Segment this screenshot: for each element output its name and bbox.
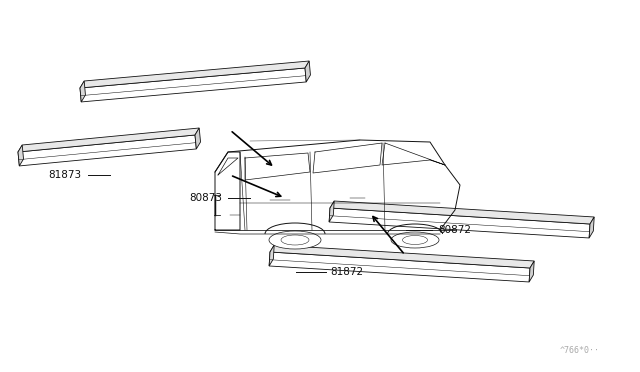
Polygon shape (329, 208, 590, 238)
Ellipse shape (391, 232, 439, 248)
Ellipse shape (281, 235, 309, 245)
Polygon shape (18, 135, 196, 166)
Polygon shape (305, 61, 310, 82)
Text: 81872: 81872 (330, 267, 363, 277)
Text: 80872: 80872 (438, 225, 471, 235)
Ellipse shape (269, 231, 321, 249)
Polygon shape (270, 245, 534, 268)
Polygon shape (195, 128, 200, 149)
Polygon shape (529, 261, 534, 282)
Polygon shape (329, 201, 334, 222)
Text: ^766*0··: ^766*0·· (560, 346, 600, 355)
Polygon shape (269, 252, 530, 282)
Text: 80873: 80873 (189, 193, 222, 203)
Polygon shape (269, 245, 274, 266)
Polygon shape (80, 81, 85, 102)
Polygon shape (80, 61, 309, 88)
Polygon shape (330, 201, 594, 224)
Ellipse shape (403, 235, 428, 244)
Polygon shape (589, 217, 594, 238)
Polygon shape (80, 68, 306, 102)
Polygon shape (18, 128, 199, 152)
Polygon shape (18, 145, 24, 166)
Text: 81873: 81873 (48, 170, 81, 180)
